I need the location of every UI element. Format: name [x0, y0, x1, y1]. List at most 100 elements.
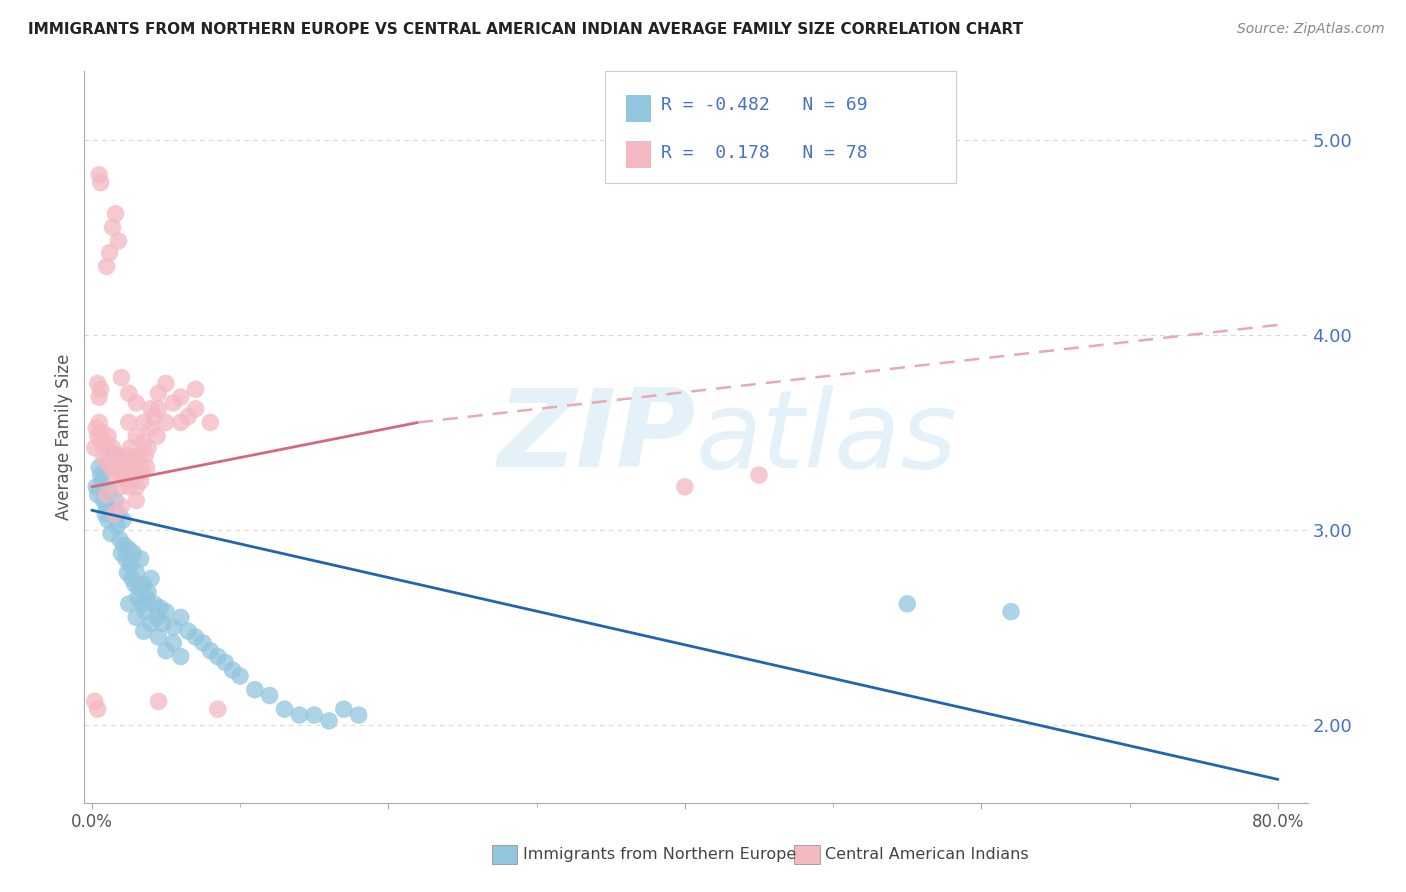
Point [122, 468, 145, 483]
Point [118, 542, 141, 557]
Point [288, 708, 311, 723]
Point [132, 434, 155, 449]
Point [97, 429, 120, 443]
Point [207, 649, 229, 664]
Point [170, 649, 193, 664]
Point [139, 421, 162, 435]
Point [333, 702, 356, 716]
Point [273, 702, 295, 716]
Point [125, 566, 148, 580]
Point [120, 558, 142, 572]
Y-axis label: Average Family Size: Average Family Size [55, 354, 73, 520]
Point [83, 441, 105, 455]
Point [118, 416, 141, 430]
Point [146, 610, 169, 624]
Point [90, 382, 112, 396]
Point [170, 390, 193, 404]
Point [155, 605, 177, 619]
Point [177, 409, 200, 424]
Point [121, 454, 143, 468]
Point [125, 610, 148, 624]
Point [93, 493, 115, 508]
Point [98, 245, 121, 260]
Point [148, 401, 170, 416]
Point [162, 636, 184, 650]
Point [896, 597, 918, 611]
Point [124, 577, 146, 591]
Point [124, 454, 146, 468]
Point [84, 480, 107, 494]
Point [200, 416, 222, 430]
Point [127, 464, 149, 478]
Point [347, 708, 370, 723]
Point [91, 425, 114, 440]
Point [96, 488, 118, 502]
Point [86, 429, 108, 443]
Point [86, 488, 108, 502]
Point [89, 460, 111, 475]
Text: Immigrants from Northern Europe: Immigrants from Northern Europe [523, 847, 796, 862]
Point [128, 581, 150, 595]
Point [104, 493, 127, 508]
Point [89, 168, 111, 182]
Point [318, 714, 340, 728]
Point [214, 656, 236, 670]
Point [90, 434, 112, 449]
Point [155, 416, 177, 430]
Point [131, 597, 153, 611]
Point [132, 416, 155, 430]
Point [200, 643, 222, 657]
Point [100, 460, 122, 475]
Point [1000, 605, 1022, 619]
Point [89, 390, 111, 404]
Point [122, 546, 145, 560]
Point [259, 689, 281, 703]
Point [148, 694, 170, 708]
Point [148, 630, 170, 644]
Point [170, 416, 193, 430]
Point [84, 421, 107, 435]
Point [152, 616, 174, 631]
Point [148, 386, 170, 401]
Point [107, 234, 129, 248]
Point [243, 682, 266, 697]
Point [104, 468, 127, 483]
Text: R =  0.178   N = 78: R = 0.178 N = 78 [661, 144, 868, 161]
Point [101, 220, 124, 235]
Point [101, 503, 124, 517]
Point [184, 630, 207, 644]
Point [139, 401, 162, 416]
Point [121, 572, 143, 586]
Point [112, 538, 135, 552]
Point [135, 460, 157, 475]
Point [135, 591, 157, 605]
Point [127, 591, 149, 605]
Point [134, 449, 156, 463]
Point [110, 500, 132, 514]
Point [118, 464, 141, 478]
Point [89, 416, 111, 430]
Point [128, 449, 150, 463]
Point [129, 474, 152, 488]
Text: IMMIGRANTS FROM NORTHERN EUROPE VS CENTRAL AMERICAN INDIAN AVERAGE FAMILY SIZE C: IMMIGRANTS FROM NORTHERN EUROPE VS CENTR… [28, 22, 1024, 37]
Point [177, 624, 200, 639]
Text: Source: ZipAtlas.com: Source: ZipAtlas.com [1237, 22, 1385, 37]
Point [229, 669, 252, 683]
Point [107, 464, 129, 478]
Point [117, 566, 139, 580]
Point [117, 449, 139, 463]
Point [143, 409, 166, 424]
Point [111, 513, 134, 527]
Point [155, 376, 177, 391]
Point [94, 507, 117, 521]
Point [91, 474, 114, 488]
Point [115, 552, 138, 566]
Point [132, 577, 155, 591]
Point [184, 382, 207, 396]
Point [162, 620, 184, 634]
Point [139, 572, 162, 586]
Point [125, 429, 148, 443]
Point [146, 429, 169, 443]
Point [207, 702, 229, 716]
Text: atlas: atlas [696, 384, 957, 490]
